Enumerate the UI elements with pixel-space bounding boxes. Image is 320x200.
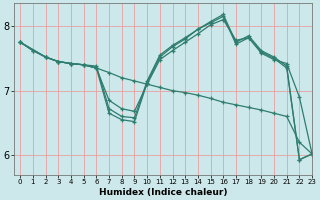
X-axis label: Humidex (Indice chaleur): Humidex (Indice chaleur) — [99, 188, 227, 197]
